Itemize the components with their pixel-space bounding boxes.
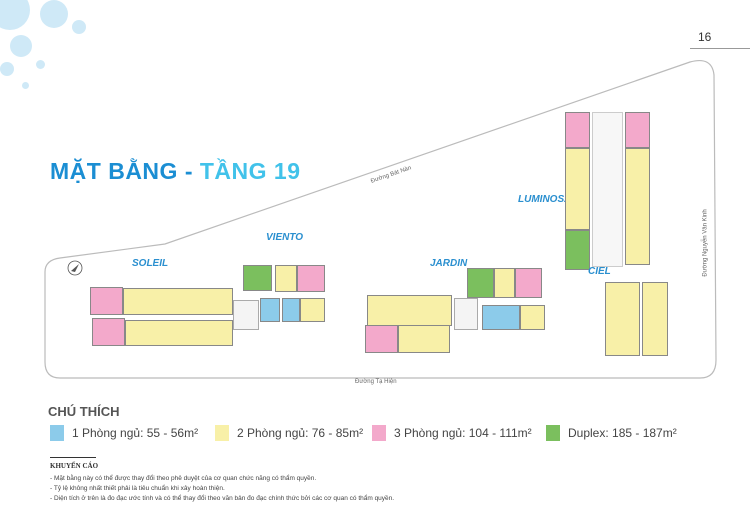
legend-swatch: [50, 425, 64, 441]
unit-2br: [123, 288, 233, 315]
unit-3br: [297, 265, 325, 292]
unit-2br: [494, 268, 515, 298]
road-label-bottom: Đường Tạ Hiện: [355, 379, 397, 385]
unit-duplex: [565, 230, 590, 270]
legend-item-1br: 1 Phòng ngủ: 55 - 56m²: [50, 425, 198, 441]
divider: [690, 48, 750, 49]
title-part2: TẦNG 19: [199, 158, 301, 184]
unit-3br: [625, 112, 650, 148]
corridor: [233, 300, 259, 330]
warning-title: KHUYẾN CÁO: [50, 462, 99, 470]
block-label-ciel: CIEL: [588, 266, 611, 277]
warning-note: - Tỷ lệ không nhất thiết phải là tiêu ch…: [50, 485, 225, 492]
unit-2br: [125, 320, 233, 346]
corridor: [454, 298, 478, 330]
legend-item-duplex: Duplex: 185 - 187m²: [546, 425, 677, 441]
unit-2br: [520, 305, 545, 330]
unit-2br: [398, 325, 450, 353]
block-label-viento: VIENTO: [266, 232, 304, 243]
unit-1br: [260, 298, 280, 322]
unit-2br: [275, 265, 297, 292]
legend-item-2br: 2 Phòng ngủ: 76 - 85m²: [215, 425, 363, 441]
unit-1br: [482, 305, 520, 330]
unit-2br: [642, 282, 668, 356]
block-label-jardin: JARDIN: [430, 258, 468, 269]
warning-note: - Mặt bằng này có thể được thay đổi theo…: [50, 475, 317, 482]
unit-duplex: [467, 268, 494, 298]
unit-2br: [367, 295, 452, 326]
block-label-luminosa: LUMINOSA: [518, 194, 572, 205]
road-label-right: Đường Nguyễn Văn Kinh: [702, 209, 709, 277]
unit-3br: [565, 112, 590, 148]
block-label-soleil: SOLEIL: [132, 258, 169, 269]
legend-item-3br: 3 Phòng ngủ: 104 - 111m²: [372, 425, 532, 441]
legend-swatch: [215, 425, 229, 441]
warning-note: - Diện tích ở trên là đo đạc ước tính và…: [50, 495, 395, 502]
legend-swatch: [546, 425, 560, 441]
unit-2br: [300, 298, 325, 322]
legend-swatch: [372, 425, 386, 441]
corridor: [592, 112, 623, 267]
unit-2br: [625, 148, 650, 265]
unit-3br: [515, 268, 542, 298]
unit-3br: [365, 325, 398, 353]
divider: [50, 457, 96, 458]
page-number: 16: [698, 30, 712, 44]
unit-2br: [605, 282, 640, 356]
unit-2br: [565, 148, 590, 230]
legend-title: CHÚ THÍCH: [48, 404, 120, 419]
unit-3br: [90, 287, 123, 315]
unit-3br: [92, 318, 125, 346]
unit-1br: [282, 298, 300, 322]
title-part1: MẶT BẰNG -: [50, 158, 200, 184]
unit-duplex: [243, 265, 272, 291]
page-title: MẶT BẰNG - TẦNG 19: [50, 158, 301, 185]
